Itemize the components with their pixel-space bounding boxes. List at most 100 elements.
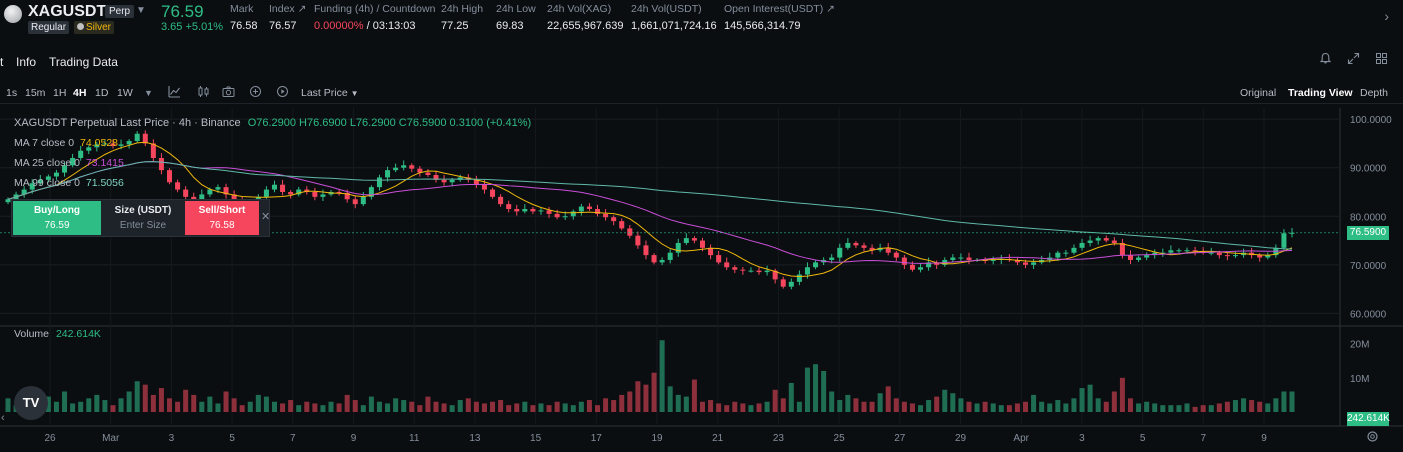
volume-bar bbox=[215, 403, 221, 412]
time-axis-label: 21 bbox=[712, 433, 724, 444]
chevron-right-icon[interactable]: › bbox=[1384, 8, 1389, 24]
replay-icon[interactable] bbox=[276, 85, 289, 101]
symbol-selector[interactable]: XAGUSDT bbox=[28, 3, 107, 20]
volume-bar bbox=[150, 394, 156, 412]
timeframe-1s[interactable]: 1s bbox=[6, 87, 18, 99]
candle-body bbox=[1127, 255, 1133, 260]
volume-bar bbox=[683, 396, 689, 412]
ma7-legend: MA 7 close 0 74.0528 bbox=[14, 137, 118, 149]
external-link-icon[interactable]: ↗ bbox=[826, 3, 835, 15]
view-depth[interactable]: Depth bbox=[1360, 87, 1389, 99]
volume-bar bbox=[982, 401, 988, 412]
candle-body bbox=[376, 177, 382, 188]
timeframe-15m[interactable]: 15m bbox=[25, 87, 46, 99]
candle-body bbox=[1095, 238, 1101, 241]
add-indicator-icon[interactable] bbox=[249, 85, 262, 101]
size-input[interactable]: Size (USDT) Enter Size bbox=[102, 201, 184, 235]
candle-body bbox=[29, 183, 35, 190]
timeframe-4h[interactable]: 4H bbox=[73, 87, 87, 99]
volume-bar bbox=[796, 401, 802, 412]
candle-body bbox=[595, 208, 601, 214]
price-type-selector[interactable]: Last Price ▼ bbox=[301, 87, 359, 99]
volume-bar bbox=[1006, 405, 1012, 412]
candle-body bbox=[352, 199, 358, 205]
candle-body bbox=[449, 179, 455, 183]
volume-bar bbox=[183, 389, 189, 412]
open-interest-label: Open Interest(USDT) bbox=[724, 3, 824, 15]
volume-bar bbox=[1087, 384, 1093, 412]
candle-body bbox=[990, 259, 996, 261]
tradingview-logo[interactable]: TV bbox=[14, 386, 48, 420]
volume-bar bbox=[570, 405, 576, 412]
timeframe-1d[interactable]: 1D bbox=[95, 87, 109, 99]
view-trading-view[interactable]: Trading View bbox=[1288, 87, 1353, 99]
volume-bar bbox=[611, 400, 617, 412]
layout-grid-icon[interactable] bbox=[1373, 52, 1389, 68]
regular-badge: Regular bbox=[28, 21, 70, 34]
timeframe-dropdown-icon[interactable]: ▼ bbox=[144, 88, 153, 98]
volume-bar bbox=[578, 401, 584, 412]
open-interest-stat[interactable]: Open Interest(USDT) ↗ 145,566,314.79 bbox=[724, 3, 835, 32]
vol-xag-value: 22,655,967.639 bbox=[547, 20, 624, 32]
volume-bar bbox=[724, 405, 730, 412]
candle-body bbox=[635, 235, 641, 246]
timeframe-1w[interactable]: 1W bbox=[117, 87, 133, 99]
low-stat: 24h Low 69.83 bbox=[496, 3, 536, 32]
tab-chart[interactable]: t bbox=[0, 55, 4, 69]
scroll-left-icon[interactable]: ‹ bbox=[1, 412, 5, 424]
indicators-icon[interactable] bbox=[168, 85, 181, 101]
index-price-stat[interactable]: Index ↗ 76.57 bbox=[269, 3, 306, 32]
chevron-down-icon[interactable]: ▼ bbox=[136, 5, 146, 16]
chart-grid bbox=[0, 108, 1403, 427]
chart-canvas[interactable]: 100.0000 90.0000 80.0000 70.0000 60.0000 20M 1… bbox=[0, 108, 1403, 452]
candle-body bbox=[280, 184, 286, 192]
price-chart[interactable]: 100.0000 90.0000 80.0000 70.0000 60.0000 20M 1… bbox=[0, 108, 1403, 452]
camera-icon[interactable] bbox=[222, 85, 235, 101]
expand-icon[interactable] bbox=[1345, 52, 1361, 68]
volume-bar bbox=[1152, 403, 1158, 412]
tab-info[interactable]: Info bbox=[16, 55, 37, 69]
volume-bar bbox=[974, 403, 980, 412]
external-link-icon[interactable]: ↗ bbox=[297, 3, 307, 15]
volume-bar bbox=[62, 391, 68, 412]
close-icon[interactable]: ✕ bbox=[261, 211, 271, 223]
volume-bar bbox=[385, 403, 391, 412]
volume-legend: Volume 242.614K bbox=[14, 328, 101, 340]
volume-bar bbox=[699, 401, 705, 412]
ma25-value: 73.1415 bbox=[85, 157, 124, 169]
mark-price-stat: Mark 76.58 bbox=[230, 3, 258, 32]
sell-short-button[interactable]: Sell/Short 76.58 bbox=[185, 201, 259, 235]
buy-long-button[interactable]: Buy/Long 76.59 bbox=[13, 201, 101, 235]
size-label: Size (USDT) bbox=[114, 205, 172, 216]
price-axis-label: 100.0000 bbox=[1350, 115, 1392, 126]
volume-bar bbox=[45, 396, 51, 412]
low-label: 24h Low bbox=[496, 3, 536, 15]
volume-bar bbox=[280, 403, 286, 412]
volume-bar bbox=[804, 367, 810, 412]
candle-body bbox=[1160, 252, 1166, 254]
candle-body bbox=[966, 257, 972, 260]
volume-bar bbox=[635, 381, 641, 412]
candle-body bbox=[167, 170, 173, 183]
candle-body bbox=[683, 238, 689, 243]
candle-body bbox=[150, 143, 156, 159]
bell-icon[interactable] bbox=[1317, 52, 1333, 68]
candle-body bbox=[699, 240, 705, 248]
volume-bar bbox=[401, 400, 407, 412]
time-axis-label: 19 bbox=[651, 433, 663, 444]
view-original[interactable]: Original bbox=[1240, 87, 1277, 99]
price-axis-label: 80.0000 bbox=[1350, 212, 1387, 223]
volume-bar bbox=[425, 396, 431, 412]
candle-body bbox=[1289, 232, 1295, 234]
gear-icon[interactable] bbox=[1366, 430, 1379, 446]
time-axis-label: 26 bbox=[44, 433, 56, 444]
volume-bar bbox=[708, 400, 714, 412]
volume-bar bbox=[304, 401, 310, 412]
chevron-down-icon: ▼ bbox=[350, 89, 359, 98]
candle-type-icon[interactable] bbox=[197, 85, 210, 101]
candle-body bbox=[1014, 259, 1020, 263]
volume-bar bbox=[352, 400, 358, 412]
volume-bar bbox=[1281, 391, 1287, 412]
tab-trading-data[interactable]: Trading Data bbox=[49, 55, 118, 69]
timeframe-1h[interactable]: 1H bbox=[53, 87, 67, 99]
